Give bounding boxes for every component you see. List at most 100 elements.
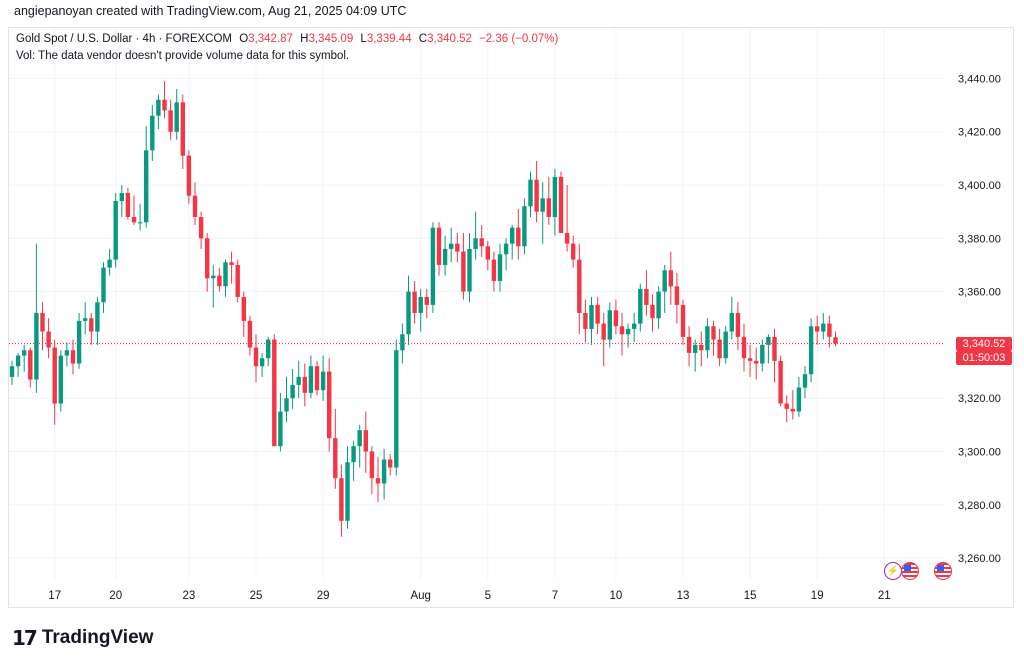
candle-body [479, 238, 484, 247]
symbol-name[interactable]: Gold Spot / U.S. Dollar · 4h · FOREXCOM [16, 33, 233, 45]
x-tick-label: 29 [317, 590, 330, 602]
candle-body [345, 462, 350, 521]
x-tick-label: 19 [811, 590, 824, 602]
candle-body [503, 243, 509, 255]
candle-body [284, 398, 289, 412]
candle [180, 94, 185, 170]
candle [113, 192, 118, 268]
candle [357, 424, 362, 468]
candle-body [192, 195, 198, 217]
candle [259, 352, 265, 377]
candle-body [790, 408, 795, 412]
candle-body [9, 366, 15, 377]
candle-body [418, 296, 423, 313]
candle [485, 240, 490, 271]
candle [253, 334, 259, 383]
tradingview-logo[interactable]: 17 TradingView [12, 626, 153, 650]
candle-body [680, 304, 686, 337]
tradingview-logo-icon: 17 [12, 626, 38, 650]
x-tick-label: 21 [878, 590, 891, 602]
candle [601, 312, 606, 367]
candle [741, 323, 747, 372]
candle [333, 408, 338, 489]
candle-body [833, 337, 838, 344]
y-tick-label: 3,360.00 [958, 287, 1001, 299]
candle-body [778, 360, 783, 404]
candle [34, 243, 39, 393]
candle [223, 259, 228, 297]
candle [747, 344, 753, 377]
candle-body [668, 270, 673, 287]
candle [101, 262, 106, 313]
y-tick-label: 3,380.00 [958, 233, 1001, 245]
x-tick-label: 20 [109, 590, 122, 602]
candle-body [424, 296, 429, 305]
candle-body [796, 387, 802, 412]
candle [369, 446, 375, 495]
candle [241, 291, 246, 337]
candle-body [162, 99, 167, 111]
candle-body [205, 238, 210, 279]
candle [272, 334, 277, 447]
us-flag-event-icon[interactable] [934, 562, 952, 580]
candle-body [711, 326, 716, 340]
x-tick-label: 15 [744, 590, 757, 602]
candle [83, 302, 88, 335]
candle-body [485, 246, 490, 260]
candle [235, 259, 240, 303]
candle-body [467, 248, 472, 292]
candle [46, 318, 51, 359]
candle-body [400, 334, 405, 351]
candle [394, 339, 399, 476]
candle-body [211, 275, 216, 279]
candle [583, 299, 588, 343]
candle [186, 150, 192, 204]
us-flag-event-icon[interactable] [901, 562, 919, 580]
candle [699, 331, 704, 367]
candle [613, 299, 619, 335]
lightning-event-icon[interactable]: ⚡ [884, 562, 902, 580]
candle-series [9, 81, 838, 537]
candle-body [686, 336, 692, 353]
candle-body [113, 200, 118, 260]
candle-body [595, 304, 600, 324]
candle [662, 264, 667, 313]
open-value: 3,342.87 [248, 33, 293, 45]
candle-body [589, 304, 594, 329]
close-value: 3,340.52 [427, 33, 472, 45]
candle-body [674, 286, 680, 305]
candle-body [369, 451, 375, 479]
candle [320, 355, 326, 401]
x-tick-label: 7 [552, 590, 558, 602]
candle [650, 294, 655, 332]
candle-body [308, 366, 314, 393]
candle-body [375, 478, 381, 484]
candle [430, 222, 436, 313]
candle [412, 280, 417, 324]
candle [436, 222, 442, 276]
x-tick-label: 23 [183, 590, 196, 602]
candle [217, 267, 222, 292]
candle [808, 318, 814, 383]
candle [278, 392, 283, 452]
candle [644, 270, 649, 316]
candle-body [168, 110, 173, 132]
candle-body [528, 179, 533, 207]
candle-body [754, 360, 759, 364]
candle [467, 232, 472, 303]
candle-body [461, 251, 466, 292]
candle [546, 177, 551, 225]
candle-body [131, 216, 137, 223]
candle [711, 320, 716, 356]
candle-body [571, 243, 576, 260]
candle [796, 376, 802, 417]
candle [28, 347, 33, 388]
candle [302, 363, 307, 407]
candle-body [15, 355, 21, 367]
candle [772, 328, 777, 383]
candle [137, 203, 143, 231]
candle-body [747, 358, 753, 361]
candle-body [662, 270, 667, 292]
candle [76, 312, 82, 369]
